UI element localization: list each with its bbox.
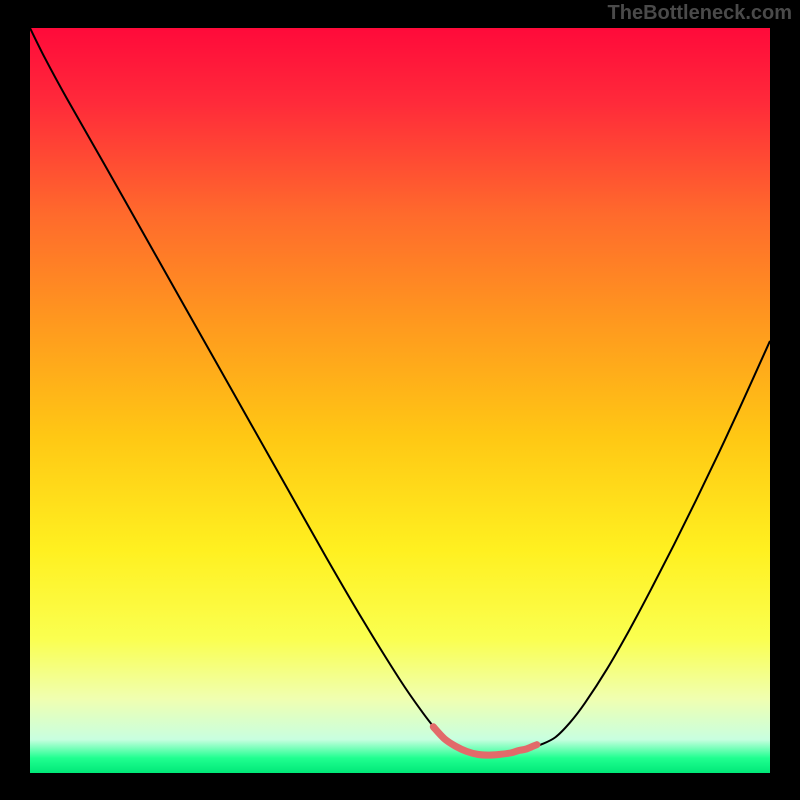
bottleneck-curve-main [30,28,770,755]
watermark-text: TheBottleneck.com [608,2,792,25]
chart-plot-area [30,28,770,773]
chart-curve-layer [30,28,770,773]
bottleneck-curve-highlight [433,727,537,755]
